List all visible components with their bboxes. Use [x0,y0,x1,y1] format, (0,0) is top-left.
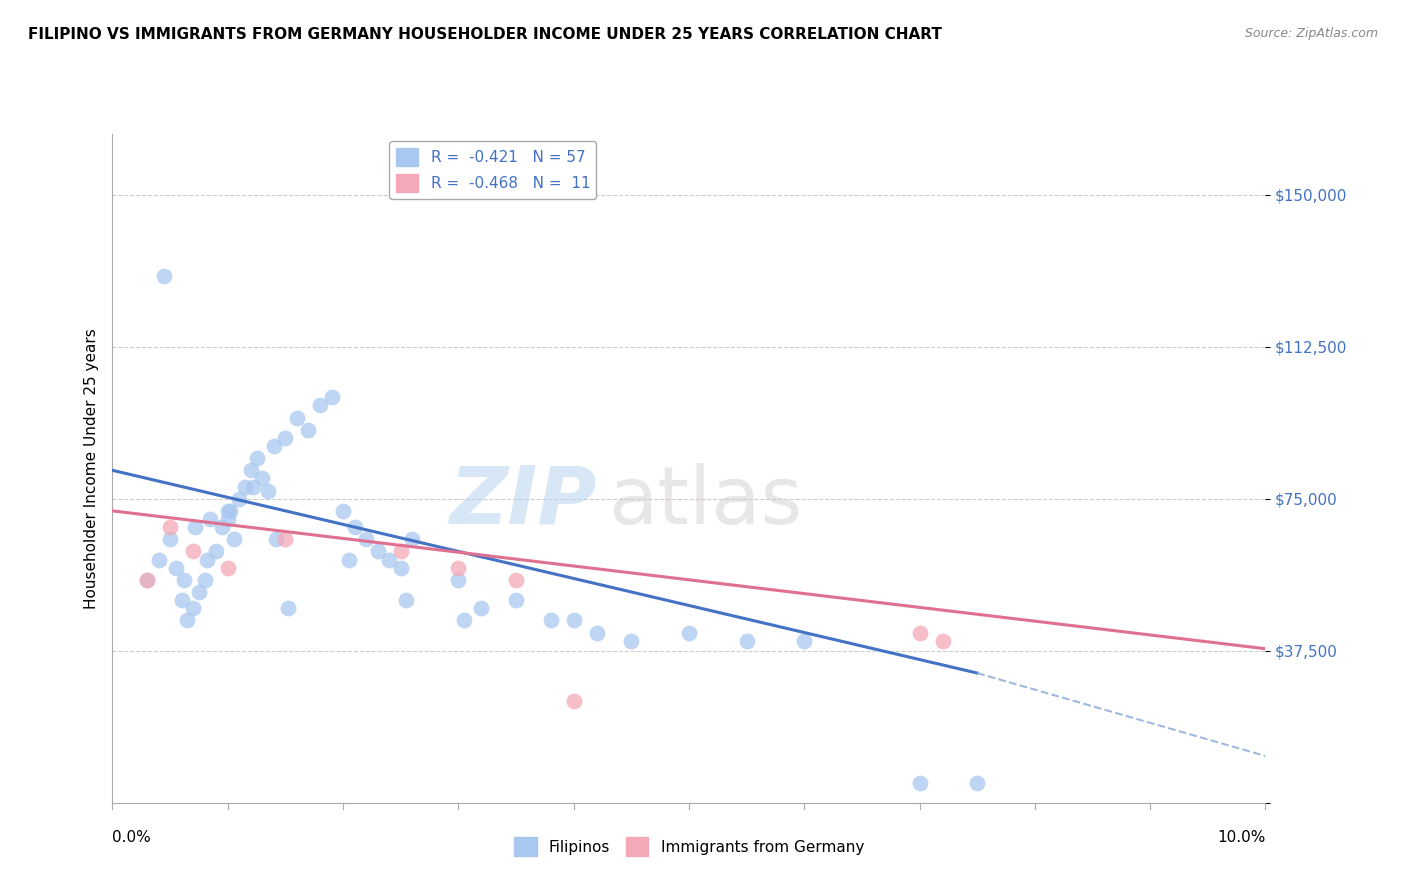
Point [257,483,280,498]
Point [378,552,401,566]
Point [242,479,264,493]
Point [931,633,953,648]
Point [263,439,285,453]
Point [908,775,931,789]
Text: FILIPINO VS IMMIGRANTS FROM GERMANY HOUSEHOLDER INCOME UNDER 25 YEARS CORRELATIO: FILIPINO VS IMMIGRANTS FROM GERMANY HOUS… [28,27,942,42]
Point [735,633,758,648]
Point [470,601,492,615]
Text: Source: ZipAtlas.com: Source: ZipAtlas.com [1244,27,1378,40]
Point [678,625,700,640]
Point [401,533,423,547]
Point [274,431,297,445]
Point [285,410,308,425]
Point [297,423,319,437]
Point [217,504,239,518]
Point [562,694,585,708]
Point [505,573,527,587]
Point [233,479,256,493]
Point [332,504,354,518]
Point [354,533,377,547]
Legend: Filipinos, Immigrants from Germany: Filipinos, Immigrants from Germany [508,831,870,862]
Point [389,544,412,558]
Point [136,573,159,587]
Text: atlas: atlas [609,463,803,541]
Point [620,633,643,648]
Point [205,544,228,558]
Point [217,560,239,574]
Point [239,463,262,477]
Point [793,633,815,648]
Point [505,593,527,607]
Point [153,268,176,283]
Point [264,533,287,547]
Point [395,593,418,607]
Text: 0.0%: 0.0% [112,830,152,845]
Point [136,573,159,587]
Point [908,625,931,640]
Point [170,593,193,607]
Point [447,573,470,587]
Text: ZIP: ZIP [450,463,596,541]
Y-axis label: Householder Income Under 25 years: Householder Income Under 25 years [83,328,98,608]
Point [217,512,239,526]
Point [447,560,470,574]
Point [245,451,267,466]
Point [585,625,607,640]
Point [337,552,360,566]
Point [274,533,297,547]
Point [195,552,218,566]
Text: 10.0%: 10.0% [1218,830,1265,845]
Point [159,533,181,547]
Point [228,491,250,506]
Point [181,544,204,558]
Point [453,613,475,627]
Point [321,390,343,404]
Point [200,512,222,526]
Point [222,533,245,547]
Point [277,601,299,615]
Point [562,613,585,627]
Point [148,552,170,566]
Point [389,560,412,574]
Point [252,471,274,485]
Point [184,520,207,534]
Point [367,544,389,558]
Point [173,573,195,587]
Point [219,504,242,518]
Point [159,520,181,534]
Point [211,520,233,534]
Point [165,560,187,574]
Point [188,585,211,599]
Point [343,520,366,534]
Point [309,399,332,413]
Point [176,613,198,627]
Point [181,601,204,615]
Point [194,573,217,587]
Point [966,775,988,789]
Point [540,613,562,627]
